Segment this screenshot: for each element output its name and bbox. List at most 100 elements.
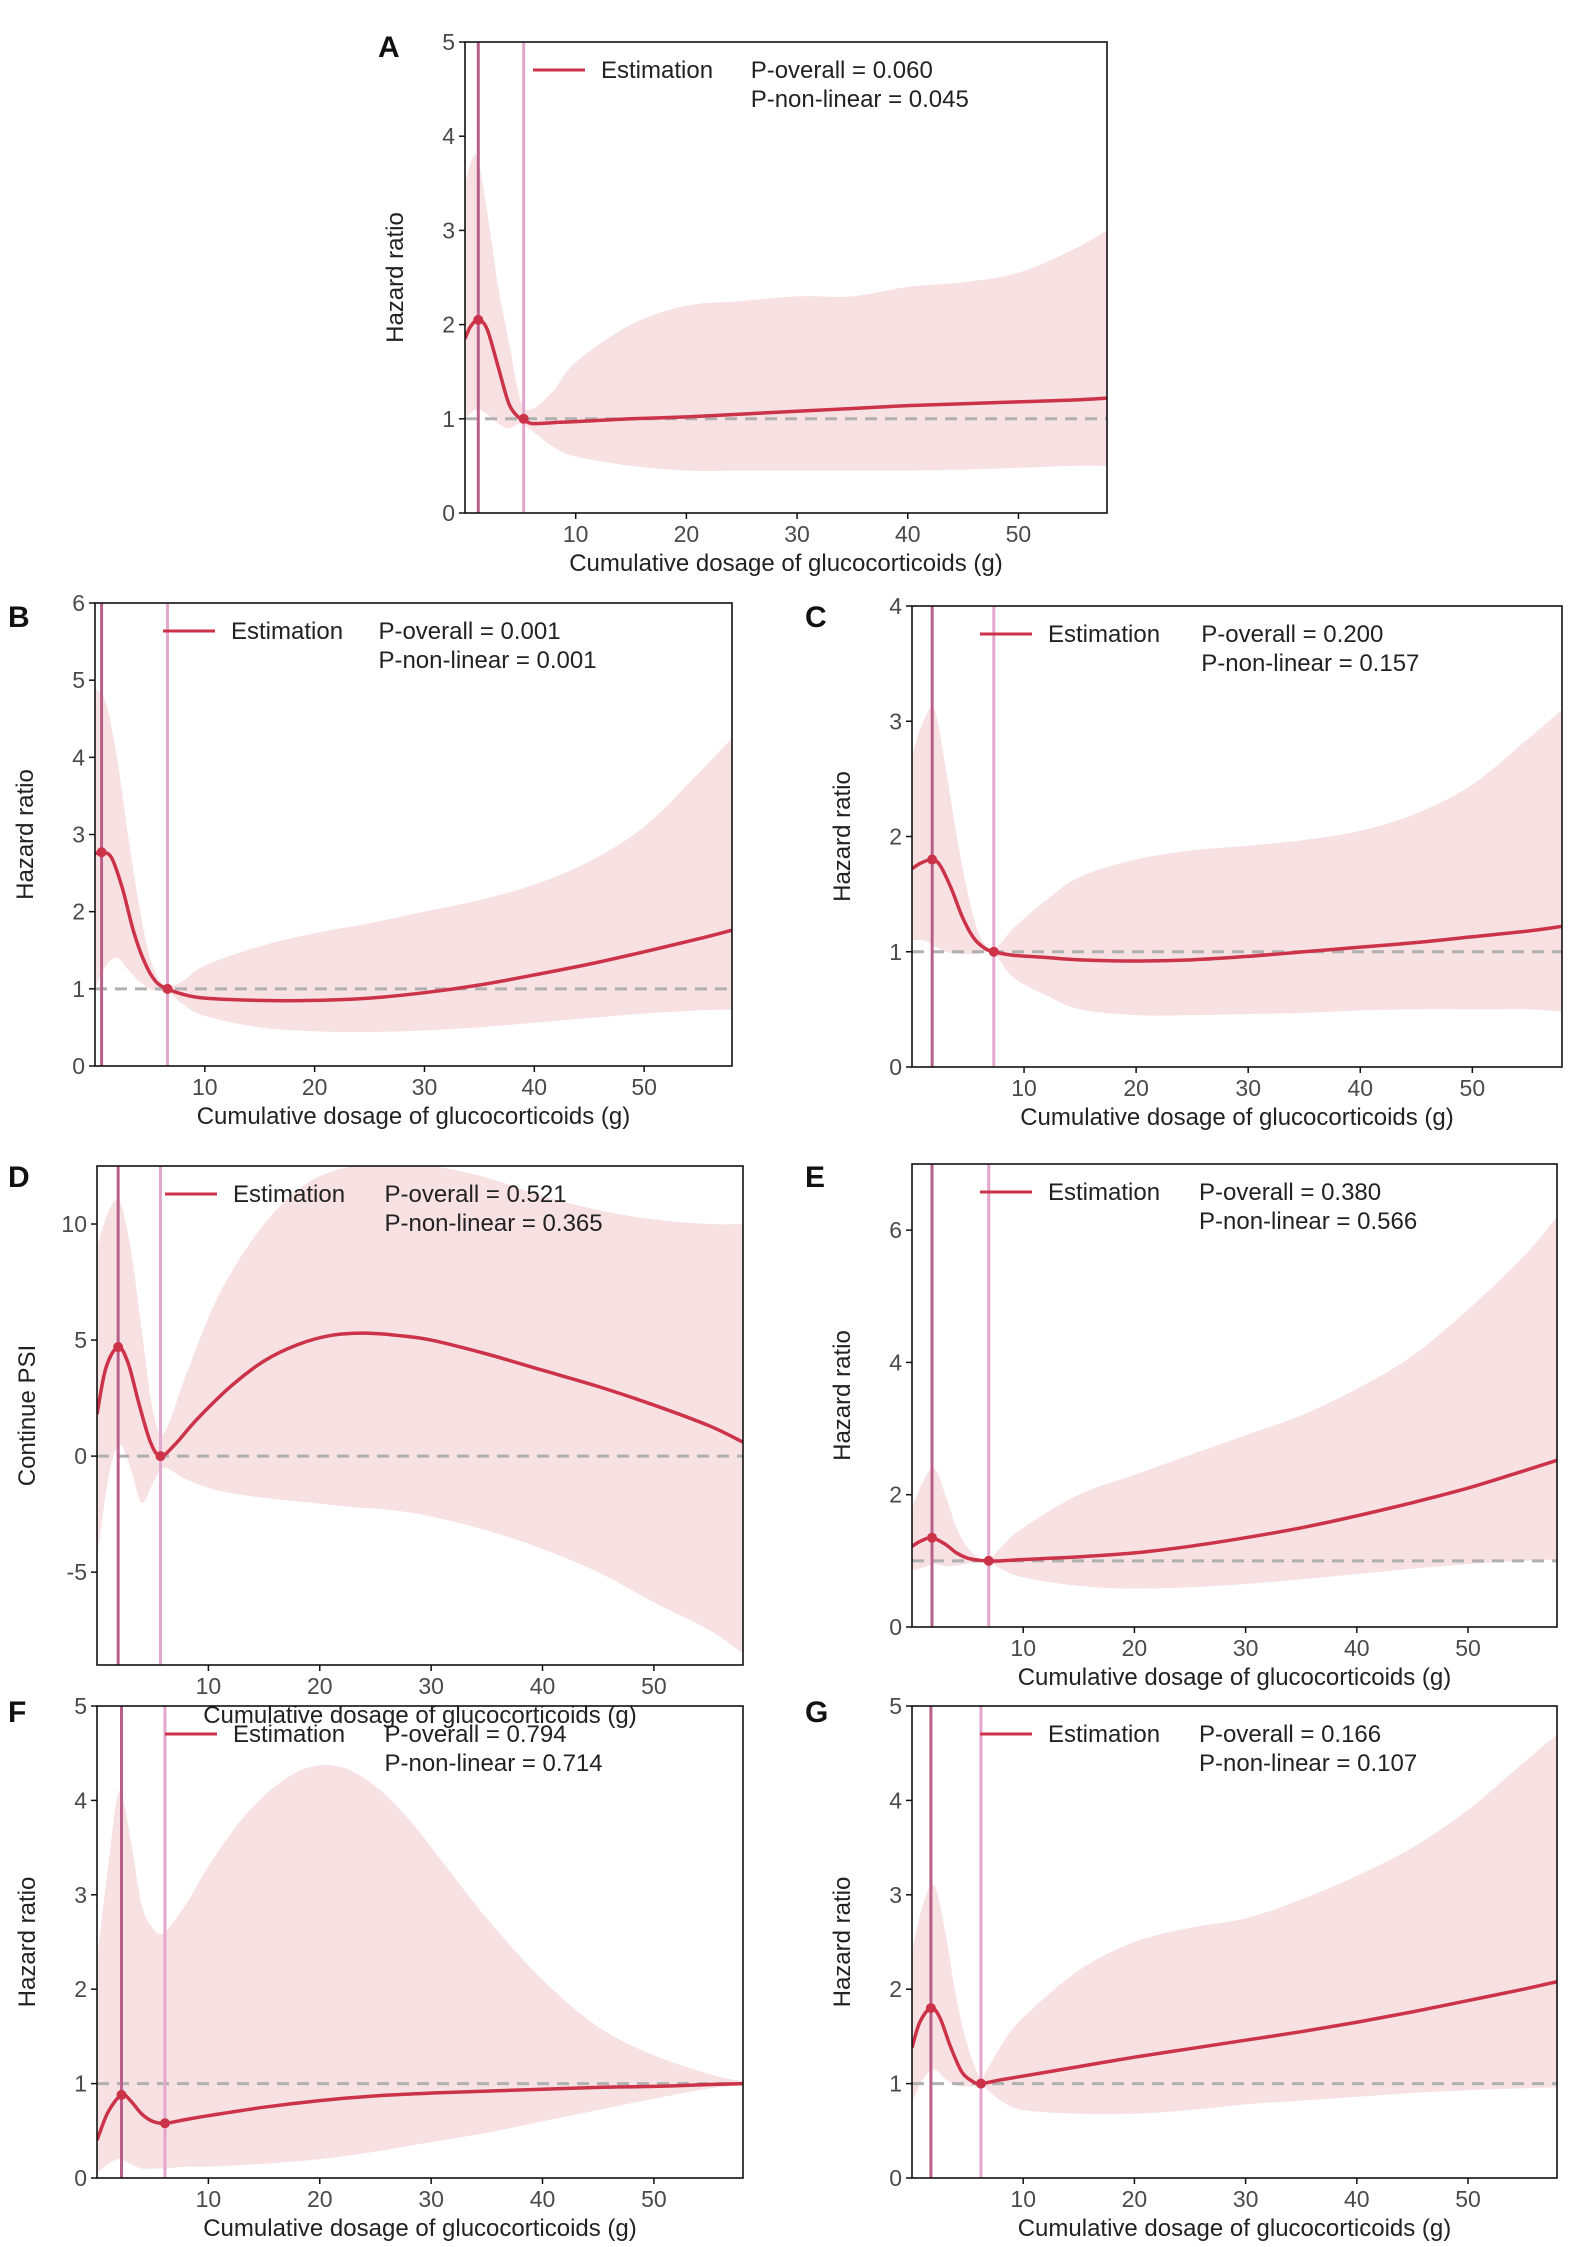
p-overall: P-overall = 0.380 xyxy=(1199,1179,1381,1206)
plot-area xyxy=(97,1706,743,2178)
x-tick-label: 20 xyxy=(674,521,700,547)
y-tick-label: 1 xyxy=(889,939,902,965)
panel-e: 10 20 30 40 50 0 2 4 6 Cumulative dosage of gluco… xyxy=(805,1161,1558,1691)
panel-c: 10 20 30 40 50 0 1 2 3 4 Cumulative dosage of gluc… xyxy=(805,593,1563,1131)
y-tick-label: 4 xyxy=(889,593,902,619)
panel-b: 10 20 30 40 50 0 1 2 3 4 5 6 Cumulative dosage of gl… xyxy=(8,590,733,1130)
p-overall: P-overall = 0.521 xyxy=(384,1181,566,1208)
y-tick-label: 4 xyxy=(442,123,455,149)
panel-f: 10 20 30 40 50 0 1 2 3 4 5 Cumulative dosage of glu… xyxy=(8,1693,744,2242)
y-tick-label: 5 xyxy=(72,667,85,693)
knot-point xyxy=(159,2118,170,2129)
y-tick-label: 3 xyxy=(72,822,85,848)
y-tick-label: 4 xyxy=(74,1787,87,1813)
x-tick-label: 20 xyxy=(302,1074,328,1100)
y-axis-title: Hazard ratio xyxy=(14,1877,41,2008)
y-tick-label: 4 xyxy=(72,744,85,770)
x-tick-label: 10 xyxy=(1010,1635,1036,1661)
knot-point xyxy=(927,1532,938,1543)
y-axis-title: Hazard ratio xyxy=(829,1877,856,2008)
knot-point xyxy=(116,2089,127,2100)
knot-point xyxy=(96,847,107,858)
x-tick-label: 40 xyxy=(895,521,921,547)
y-tick-label: 0 xyxy=(72,1053,85,1079)
x-tick-label: 10 xyxy=(1010,2186,1036,2212)
p-non-linear: P-non-linear = 0.566 xyxy=(1199,1208,1417,1235)
legend-label: Estimation xyxy=(233,1721,345,1748)
y-tick-label: 4 xyxy=(889,1787,902,1813)
x-tick-label: 50 xyxy=(1455,2186,1481,2212)
y-tick-label: 1 xyxy=(889,2071,902,2097)
x-tick-label: 30 xyxy=(784,521,810,547)
y-tick-label: 0 xyxy=(889,1614,902,1640)
p-non-linear: P-non-linear = 0.107 xyxy=(1199,1750,1417,1777)
panel-label: C xyxy=(805,601,827,634)
x-tick-label: 10 xyxy=(196,2186,222,2212)
panel-g: 10 20 30 40 50 0 1 2 3 4 5 Cumulative dosage of glu… xyxy=(805,1693,1558,2242)
p-overall: P-overall = 0.200 xyxy=(1201,621,1383,648)
knot-point xyxy=(518,413,529,424)
confidence-band xyxy=(97,1166,743,1654)
estimate-line xyxy=(912,1979,1557,2086)
panel-label: E xyxy=(805,1161,825,1194)
y-tick-label: 2 xyxy=(889,824,902,850)
confidence-band xyxy=(95,687,732,1033)
legend-label: Estimation xyxy=(1048,1179,1160,1206)
y-tick-label: 2 xyxy=(889,1976,902,2002)
p-overall: P-overall = 0.001 xyxy=(378,618,560,645)
plot-area xyxy=(95,603,732,1066)
confidence-band xyxy=(912,707,1562,1016)
x-tick-label: 20 xyxy=(307,1673,333,1699)
x-tick-label: 20 xyxy=(1122,2186,1148,2212)
y-tick-label: 5 xyxy=(889,1693,902,1719)
y-tick-label: 6 xyxy=(72,590,85,616)
confidence-band xyxy=(97,1764,743,2174)
x-axis-title: Cumulative dosage of glucocorticoids (g) xyxy=(1018,1664,1452,1691)
y-axis-title: Hazard ratio xyxy=(12,769,39,900)
x-tick-label: 30 xyxy=(1233,1635,1259,1661)
p-overall: P-overall = 0.060 xyxy=(751,57,933,84)
y-tick-label: 0 xyxy=(889,1054,902,1080)
legend-label: Estimation xyxy=(1048,621,1160,648)
confidence-band xyxy=(465,154,1107,471)
x-tick-label: 10 xyxy=(1011,1075,1037,1101)
y-axis-title: Hazard ratio xyxy=(829,1330,856,1461)
x-tick-label: 50 xyxy=(641,2186,667,2212)
x-tick-label: 40 xyxy=(1347,1075,1373,1101)
knot-point xyxy=(155,1451,166,1462)
knot-point xyxy=(473,314,484,325)
knot-point xyxy=(983,1555,994,1566)
plot-area xyxy=(97,1166,743,1665)
y-tick-label: -5 xyxy=(67,1559,87,1585)
x-tick-label: 20 xyxy=(1123,1075,1149,1101)
y-tick-label: 0 xyxy=(74,1443,87,1469)
p-non-linear: P-non-linear = 0.365 xyxy=(384,1210,602,1237)
y-tick-label: 3 xyxy=(889,1882,902,1908)
x-tick-label: 40 xyxy=(530,1673,556,1699)
y-tick-label: 6 xyxy=(889,1217,902,1243)
knot-point xyxy=(975,2078,986,2089)
plot-frame xyxy=(911,1705,1558,2179)
y-tick-label: 2 xyxy=(442,312,455,338)
x-tick-label: 40 xyxy=(522,1074,548,1100)
y-axis-title: Hazard ratio xyxy=(382,212,409,343)
legend-label: Estimation xyxy=(233,1181,345,1208)
y-tick-label: 5 xyxy=(442,29,455,55)
x-tick-label: 10 xyxy=(563,521,589,547)
x-tick-label: 50 xyxy=(631,1074,657,1100)
x-tick-label: 50 xyxy=(1455,1635,1481,1661)
p-non-linear: P-non-linear = 0.001 xyxy=(378,647,596,674)
plot-frame xyxy=(464,41,1108,514)
y-tick-label: 0 xyxy=(442,500,455,526)
y-tick-label: 5 xyxy=(74,1693,87,1719)
x-tick-label: 50 xyxy=(641,1673,667,1699)
x-axis-title: Cumulative dosage of glucocorticoids (g) xyxy=(1018,2215,1452,2242)
y-tick-label: 4 xyxy=(889,1349,902,1375)
x-tick-label: 30 xyxy=(418,1673,444,1699)
y-tick-label: 3 xyxy=(442,217,455,243)
plot-frame xyxy=(96,1165,744,1666)
p-non-linear: P-non-linear = 0.045 xyxy=(751,86,969,113)
estimate-line xyxy=(97,2081,743,2141)
